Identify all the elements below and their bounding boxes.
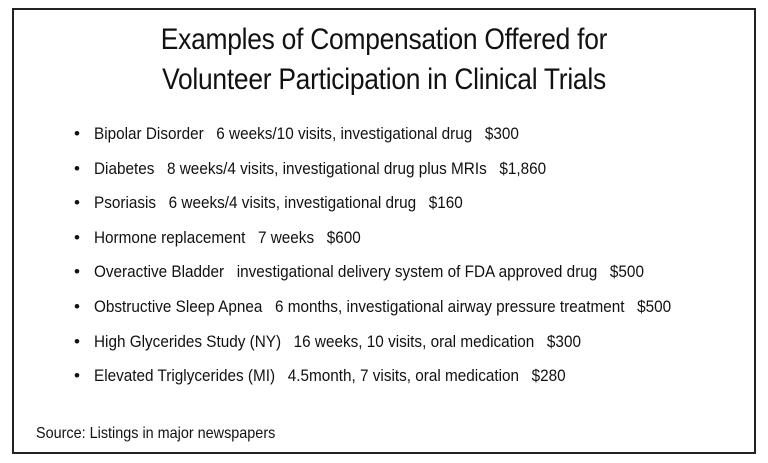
item-details: 6 weeks/4 visits, investigational drug xyxy=(168,193,417,213)
item-amount: $1,860 xyxy=(499,158,547,178)
item-amount: $500 xyxy=(637,296,672,316)
item-condition: Elevated Triglycerides (MI) xyxy=(94,366,276,386)
list-item: • Elevated Triglycerides (MI) 4.5month, 7… xyxy=(74,365,735,400)
bullet-icon: • xyxy=(74,193,80,213)
item-condition: Psoriasis xyxy=(94,193,157,213)
item-text: Bipolar Disorder 6 weeks/10 visits, inves… xyxy=(94,123,519,145)
item-amount: $600 xyxy=(326,227,361,247)
item-amount: $280 xyxy=(531,366,566,386)
bullet-icon: • xyxy=(74,158,80,178)
item-amount: $300 xyxy=(484,124,519,143)
item-condition: Overactive Bladder xyxy=(94,262,225,282)
item-condition: Obstructive Sleep Apnea xyxy=(94,296,263,316)
item-details: 4.5month, 7 visits, oral medication xyxy=(287,366,520,386)
item-text: Diabetes 8 weeks/4 visits, investigationa… xyxy=(94,158,546,180)
item-details: 6 weeks/10 visits, investigational drug xyxy=(216,124,473,143)
item-condition: Bipolar Disorder xyxy=(94,124,204,143)
title-line-1: Examples of Compensation Offered for xyxy=(160,23,608,56)
page-title: Examples of Compensation Offered for Vol… xyxy=(14,20,754,100)
item-text: High Glycerides Study (NY) 16 weeks, 10 v… xyxy=(94,331,581,353)
item-details: investigational delivery system of FDA a… xyxy=(236,262,598,282)
item-details: 16 weeks, 10 visits, oral medication xyxy=(293,331,535,351)
item-text: Overactive Bladder investigational delive… xyxy=(94,261,644,283)
item-details: 6 months, investigational airway pressur… xyxy=(275,296,625,316)
list-item: • Hormone replacement 7 weeks $600 xyxy=(74,227,735,262)
bullet-icon: • xyxy=(74,227,80,247)
list-item: • Overactive Bladder investigational deli… xyxy=(74,261,735,296)
item-text: Obstructive Sleep Apnea 6 months, investi… xyxy=(94,296,671,318)
item-amount: $300 xyxy=(546,331,581,351)
item-amount: $160 xyxy=(428,193,463,213)
bullet-icon: • xyxy=(74,331,80,351)
bullet-icon: • xyxy=(74,296,80,316)
item-text: Elevated Triglycerides (MI) 4.5month, 7 v… xyxy=(94,365,566,387)
item-condition: Hormone replacement xyxy=(94,227,246,247)
item-condition: High Glycerides Study (NY) xyxy=(94,331,282,351)
document-frame: Examples of Compensation Offered for Vol… xyxy=(12,8,756,454)
item-amount: $500 xyxy=(609,262,644,282)
item-text: Hormone replacement 7 weeks $600 xyxy=(94,227,361,249)
list-item: • Bipolar Disorder 6 weeks/10 visits, inv… xyxy=(74,123,735,158)
item-details: 7 weeks xyxy=(257,227,315,247)
compensation-list: • Bipolar Disorder 6 weeks/10 visits, inv… xyxy=(74,123,735,400)
list-item: • Obstructive Sleep Apnea 6 months, inves… xyxy=(74,296,735,331)
list-item: • Psoriasis 6 weeks/4 visits, investigati… xyxy=(74,192,735,227)
bullet-icon: • xyxy=(74,366,80,386)
item-text: Psoriasis 6 weeks/4 visits, investigation… xyxy=(94,192,463,214)
bullet-icon: • xyxy=(74,124,80,143)
source-note: Source: Listings in major newspapers xyxy=(36,425,276,442)
bullet-icon: • xyxy=(74,262,80,282)
list-item: • Diabetes 8 weeks/4 visits, investigatio… xyxy=(74,158,735,193)
item-details: 8 weeks/4 visits, investigational drug p… xyxy=(166,158,487,178)
title-line-2: Volunteer Participation in Clinical Tria… xyxy=(162,63,606,96)
item-condition: Diabetes xyxy=(94,158,155,178)
list-item: • High Glycerides Study (NY) 16 weeks, 10… xyxy=(74,331,735,366)
